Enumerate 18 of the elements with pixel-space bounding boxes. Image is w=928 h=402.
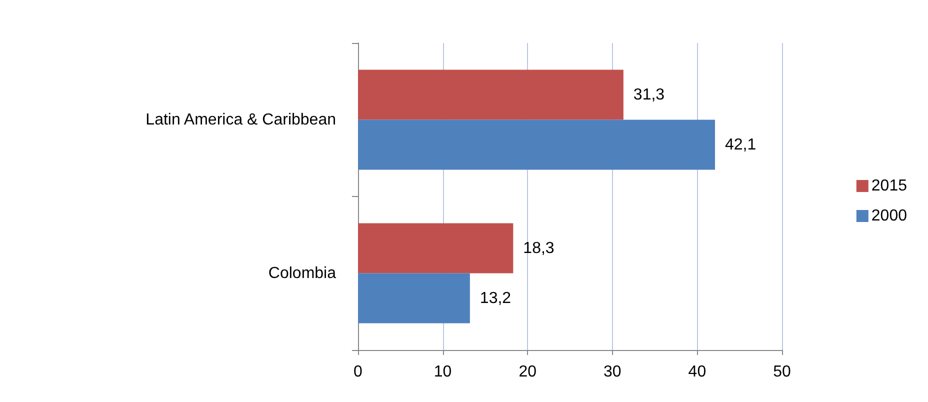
data-label: 42,1	[725, 136, 756, 154]
bar	[358, 120, 716, 170]
x-tick-label: 50	[773, 364, 791, 380]
x-tick-label: 40	[688, 364, 706, 380]
x-tick-label: 0	[354, 364, 363, 380]
data-label: 13,2	[480, 290, 512, 307]
data-label: 18,3	[523, 240, 554, 257]
bar	[358, 273, 470, 324]
data-label: 31,3	[633, 86, 665, 104]
legend-label: 2015	[871, 178, 908, 194]
x-tick-label: 30	[604, 364, 622, 380]
bar	[358, 223, 514, 274]
y-tick-label: Colombia	[268, 264, 336, 282]
y-tick-label: Latin America & Caribbean	[146, 111, 336, 128]
legend-label: 2000	[871, 208, 908, 224]
bar	[358, 70, 624, 120]
x-tick-label: 20	[518, 364, 537, 380]
x-tick-label: 10	[434, 364, 452, 380]
